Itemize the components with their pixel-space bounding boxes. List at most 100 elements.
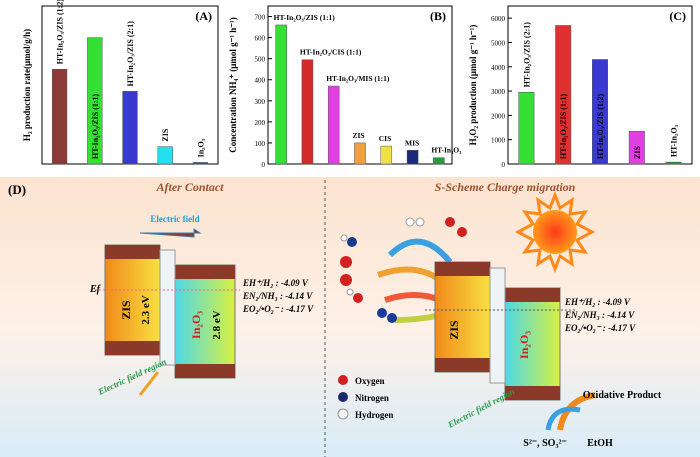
cb-row <box>435 262 490 276</box>
y-tick-label: 1000 <box>491 137 506 145</box>
y-tick-label: 500 <box>255 56 266 64</box>
cb-row <box>105 245 160 259</box>
potential: EO₂/•O₂⁻ : -4.17 V <box>564 323 636 333</box>
flow-arrow <box>387 238 453 264</box>
bar <box>87 37 103 165</box>
potential: EH⁺/H₂ : -4.09 V <box>564 297 631 307</box>
y-tick-label: 0 <box>502 161 506 169</box>
vb-row <box>105 341 160 355</box>
y-tick-label: 700 <box>255 14 266 22</box>
y-axis-label: H₂ production rate(μmol/g/h) <box>22 29 32 141</box>
bar-label: ZIS <box>633 146 642 159</box>
region-arrow <box>138 371 160 396</box>
in2o3-label: In₂O₃ <box>517 331 531 359</box>
bar <box>555 25 572 165</box>
panel-label: (A) <box>195 9 212 23</box>
potential: EN₂/NH₃ : -4.14 V <box>242 291 313 301</box>
potential: EO₂/•O₂⁻ : -4.17 V <box>242 304 314 314</box>
bar-label: HT-In₂O₃/ZIS (1:1) <box>274 13 336 22</box>
panel-title: After Contact <box>155 180 224 194</box>
molecules <box>340 217 467 323</box>
legend-swatch <box>338 392 348 402</box>
y-tick-label: 4000 <box>491 64 506 72</box>
bar-label: HT-In₂O₃/ZIS (1:1) <box>559 93 568 159</box>
product-label: Oxidative Product <box>583 390 662 401</box>
plot-frame <box>267 5 453 165</box>
y-axis-label: Concentration NH₄⁺ (μmol g⁻¹ h⁻¹) <box>228 17 238 152</box>
y-tick-label: 200 <box>255 119 266 127</box>
field-arrow <box>139 228 202 238</box>
bar-label: MIS <box>405 138 419 147</box>
legend-swatch <box>337 408 349 420</box>
flow-arrow <box>545 406 581 431</box>
y-tick-label: 300 <box>255 98 266 106</box>
interface <box>489 267 506 384</box>
potential: EN₂/NH₃ : -4.14 V <box>564 310 635 320</box>
panel-label: (B) <box>430 9 446 23</box>
zis-block <box>434 261 491 373</box>
y-tick-label: 6000 <box>491 15 506 23</box>
in2o3-label: In₂O₃ <box>189 311 203 339</box>
panel-label: (C) <box>669 9 686 23</box>
bar <box>275 24 287 165</box>
bar <box>354 142 366 165</box>
legend-label: Nitrogen <box>355 393 389 403</box>
y-tick-label: 100 <box>255 140 266 148</box>
bar <box>301 59 314 165</box>
y-tick-label: 3000 <box>491 88 506 96</box>
in2o3-block <box>174 264 236 379</box>
bar <box>157 146 173 165</box>
zis-block <box>104 244 161 356</box>
bar <box>192 162 209 165</box>
sun <box>514 190 596 274</box>
bar <box>518 92 535 165</box>
bar <box>380 145 393 165</box>
reagent-label: S²⁻, SO₃²⁻ <box>523 438 566 449</box>
bar-label: CIS <box>379 134 392 143</box>
gap-label: 2.3 eV <box>140 295 152 324</box>
potential: EH⁺/H₂ : -4.09 V <box>242 278 309 288</box>
bar-label: HT-In₂O₃/ZIS (2:1) <box>126 21 135 87</box>
bar <box>628 130 645 165</box>
legend-label: Oxygen <box>355 376 385 386</box>
bar <box>406 150 419 165</box>
bar <box>51 68 68 165</box>
bar-label: HT-In₂O₃/MIS (1:1) <box>326 74 390 83</box>
fermi-label: Ef <box>89 284 102 295</box>
reagent-label: EtOH <box>587 438 613 449</box>
bar-label: HT-In₂O₃/CIS (1:1) <box>300 48 362 57</box>
y-tick-label: 600 <box>255 35 266 43</box>
zis-label: ZIS <box>119 300 133 320</box>
bar <box>327 85 340 165</box>
bar <box>122 91 138 165</box>
cb-row <box>505 288 560 302</box>
bar-label: HT-In₂O₃/ZIS (2:1) <box>522 22 531 88</box>
bar-label: HT-In₂O₃/ZIS (1:2) <box>56 0 65 64</box>
field-label: Electric field <box>150 214 199 224</box>
panel-label: (D) <box>8 182 26 197</box>
panel-title: S-Scheme Charge migration <box>435 180 576 194</box>
y-tick-label: 0 <box>262 161 266 169</box>
vb-row <box>435 358 490 372</box>
bar-label: ZIS <box>161 128 170 141</box>
y-tick-label: 400 <box>255 77 266 85</box>
bar <box>433 157 445 165</box>
bar <box>665 161 682 165</box>
bar-label: HT-In₂O₃/ZIS (1:1) <box>91 93 100 159</box>
legend-swatch <box>338 375 348 385</box>
in2o3-block <box>504 287 561 401</box>
bar <box>592 59 608 165</box>
flow-arrow <box>557 392 596 431</box>
y-tick-label: 2000 <box>491 112 506 120</box>
vb-row <box>505 386 560 400</box>
zis-label: ZIS <box>447 320 461 340</box>
gap-label: 2.8 eV <box>211 310 223 339</box>
bar-label: In₂O₃ <box>196 138 205 157</box>
y-tick-label: 5000 <box>491 39 506 47</box>
vb-row <box>175 364 235 378</box>
bar-label: ZIS <box>352 131 364 140</box>
bar-label: HT-In₂O₃/ZIS (1:2) <box>596 93 605 159</box>
bar-label: HT-In₂O₃ <box>431 146 462 155</box>
